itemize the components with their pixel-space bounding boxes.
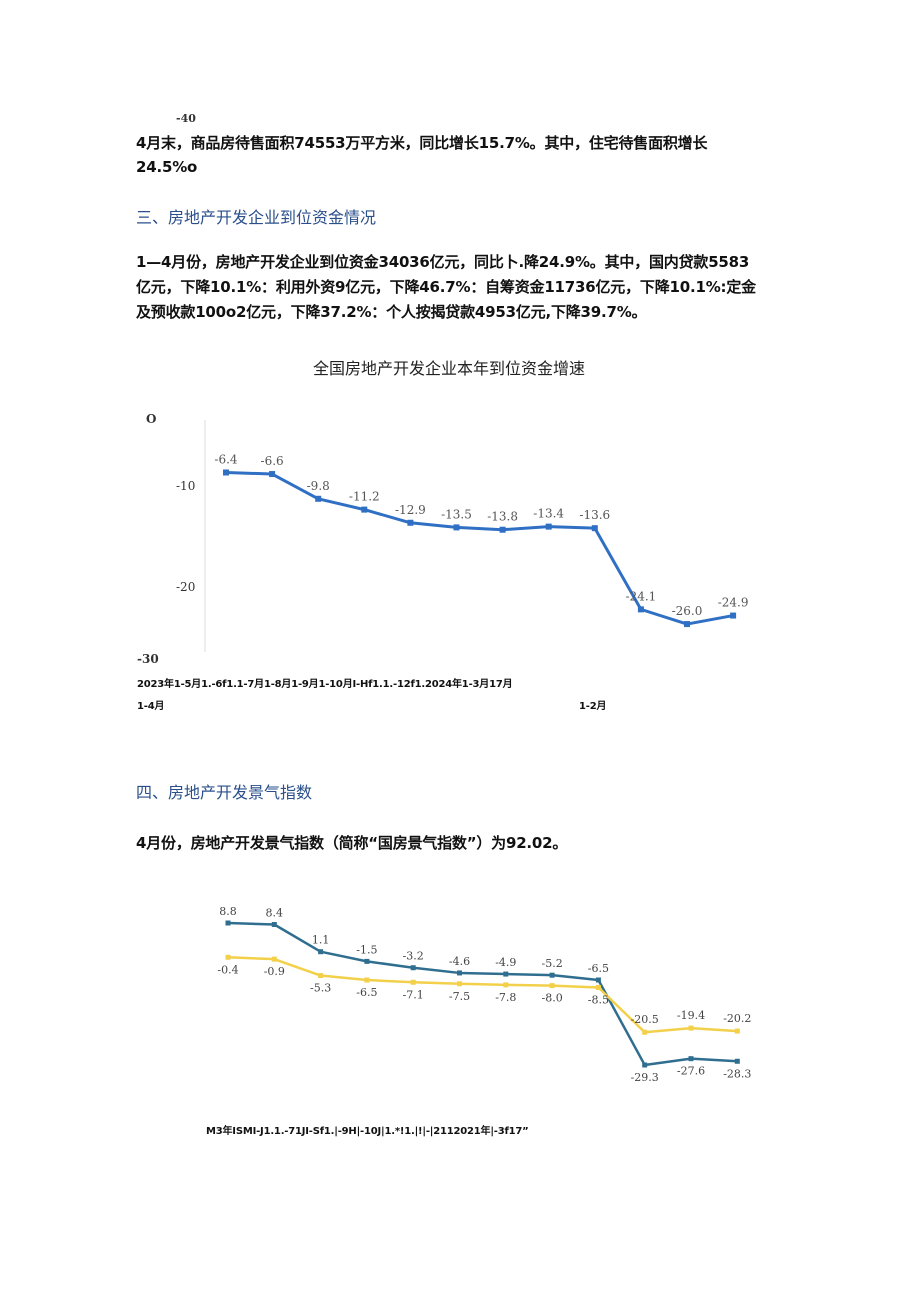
chart1-point-7 bbox=[545, 523, 552, 530]
chart1-data-label-9: -24.1 bbox=[626, 589, 657, 603]
chart1-x-tick-left: 1-4月 bbox=[137, 701, 165, 712]
chart1-point-5 bbox=[453, 524, 460, 531]
chart1-series-line bbox=[225, 470, 734, 626]
chart1-data-label-5: -13.5 bbox=[441, 507, 472, 521]
chart1-point-4 bbox=[407, 519, 414, 526]
chart2-series-1-point-4 bbox=[410, 979, 416, 985]
chart1-point-10 bbox=[684, 621, 690, 628]
funding-paragraph-line2: 亿元，下降10.1%：利用外资9亿元，下降46.7%：自筹资金11736亿元，下… bbox=[136, 278, 756, 296]
inventory-paragraph-line2: 24.5%o bbox=[136, 158, 198, 176]
chart2-series-1-point-7 bbox=[549, 983, 555, 989]
chart2-x-tick-row: M3年ISMI-J1.1.-71JI-Sf1.|-9H|-10J|1.*!1.|… bbox=[206, 1126, 529, 1137]
chart2-series-1-label-7: -8.0 bbox=[541, 992, 562, 1005]
chart1-data-label-10: -26.0 bbox=[672, 604, 703, 618]
chart2-series-0-label-1: 8.4 bbox=[266, 906, 284, 919]
chart2-series-1-point-1 bbox=[271, 956, 277, 962]
chart2-series-0-label-6: -4.9 bbox=[495, 956, 516, 969]
chart2-marks: 8.8 8.4 1.1 -1.5 -3.2 -4.6 -4.9 -5.2 -6.5 -29.3 -2… bbox=[217, 905, 751, 1084]
chart1-x-tick-right: 1-2月 bbox=[579, 701, 607, 712]
chart2-series-1-point-5 bbox=[457, 981, 462, 987]
chart2-series-1-line bbox=[227, 956, 738, 1034]
chart1-data-label-11: -24.9 bbox=[718, 596, 749, 610]
chart2-series-1-label-2: -5.3 bbox=[310, 982, 331, 995]
chart2-series-1-label-9: -20.5 bbox=[631, 1013, 659, 1026]
chart1-data-label-0: -6.4 bbox=[214, 452, 238, 466]
section-heading-funding: 三、房地产开发企业到位资金情况 bbox=[136, 208, 377, 227]
chart1-point-3 bbox=[361, 506, 368, 513]
chart2-series-0-point-2 bbox=[318, 949, 324, 955]
chart2-series-0-label-7: -5.2 bbox=[541, 957, 562, 970]
chart2-series-1-point-10 bbox=[688, 1025, 694, 1031]
chart2-series-1-label-3: -6.5 bbox=[356, 986, 377, 999]
chart1-point-0 bbox=[223, 469, 229, 476]
chart2-series-0-point-9 bbox=[642, 1062, 648, 1068]
chart1-marks: -6.4 -6.6 -9.8 -11.2 -12.9 -13.5 -13.8 -13.4 -13… bbox=[214, 452, 749, 628]
chart2-series-0-label-8: -6.5 bbox=[588, 962, 609, 975]
chart2-series-1-point-6 bbox=[503, 982, 509, 988]
chart1-data-label-2: -9.8 bbox=[307, 479, 330, 493]
chart1-plot: -6.4 -6.6 -9.8 -11.2 -12.9 -13.5 -13.8 -13.4 -13… bbox=[204, 420, 749, 652]
chart2-series-0-label-3: -1.5 bbox=[356, 943, 377, 956]
section-heading-index: 四、房地产开发景气指数 bbox=[136, 783, 313, 802]
chart1-data-label-4: -12.9 bbox=[395, 503, 426, 517]
chart1-x-tick-row: 2023年1-5月1.-6f1.1-7月1-8月1-9月1-10月I-Hf1.1… bbox=[137, 679, 513, 690]
chart2-series-1-point-8 bbox=[595, 984, 601, 990]
page-fragment-label: -40 bbox=[176, 112, 196, 125]
chart1-point-9 bbox=[637, 606, 644, 613]
chart2-series-1-label-6: -7.8 bbox=[495, 991, 516, 1004]
chart2-series-1-label-5: -7.5 bbox=[449, 990, 470, 1003]
chart1-ytick-10: -10 bbox=[176, 479, 196, 493]
chart2-series-0-label-0: 8.8 bbox=[219, 905, 237, 918]
chart2-series-0-label-9: -29.3 bbox=[631, 1071, 659, 1084]
inventory-paragraph-line1: 4月末，商品房待售面积74553万平方米，同比增长15.7%。其中，住宅待售面积… bbox=[136, 134, 708, 152]
chart1-data-label-6: -13.8 bbox=[487, 510, 518, 524]
chart1-data-label-1: -6.6 bbox=[261, 454, 284, 468]
chart2-series-0-label-4: -3.2 bbox=[403, 950, 424, 963]
chart1-point-8 bbox=[591, 525, 598, 532]
chart2-series-0-label-11: -28.3 bbox=[723, 1067, 751, 1080]
chart1-point-11 bbox=[730, 612, 737, 619]
chart2-series-1-label-11: -20.2 bbox=[723, 1012, 751, 1025]
chart1-point-1 bbox=[269, 471, 276, 478]
chart2-plot: 8.8 8.4 1.1 -1.5 -3.2 -4.6 -4.9 -5.2 -6.5 -29.3 -2… bbox=[217, 905, 751, 1084]
chart1-data-label-3: -11.2 bbox=[349, 490, 380, 504]
chart2-series-0-point-5 bbox=[457, 970, 462, 976]
chart2-series-0-label-10: -27.6 bbox=[677, 1065, 705, 1078]
chart2-series-1-point-3 bbox=[364, 977, 370, 983]
chart2-series-0-point-4 bbox=[410, 965, 416, 971]
chart2-series-1-label-10: -19.4 bbox=[677, 1009, 705, 1022]
chart2-series-0-point-1 bbox=[271, 921, 277, 927]
chart2-series-0-point-0 bbox=[225, 920, 231, 926]
chart2-series-0-point-3 bbox=[364, 958, 370, 964]
funding-paragraph-line3: 及预收款100o2亿元，下降37.2%：个人按揭贷款4953亿元,下降39.7%… bbox=[136, 303, 647, 321]
chart1-ytick-30: -30 bbox=[137, 652, 159, 666]
chart2-series-1-label-4: -7.1 bbox=[403, 988, 424, 1001]
chart2-series-1-label-0: -0.4 bbox=[217, 963, 238, 976]
funding-paragraph-line1: 1—4月份，房地产开发企业到位资金34036亿元，同比卜.降24.9%。其中，国… bbox=[136, 253, 750, 271]
index-paragraph: 4月份，房地产开发景气指数（简称“国房景气指数”）为92.02。 bbox=[136, 834, 568, 852]
chart2-series-1-point-2 bbox=[318, 973, 324, 979]
chart2-series-1-point-11 bbox=[734, 1028, 740, 1034]
chart1-data-label-7: -13.4 bbox=[533, 507, 564, 521]
chart2-series-0-point-7 bbox=[549, 972, 555, 978]
chart1-point-2 bbox=[315, 495, 322, 502]
chart2-series-0-point-6 bbox=[503, 971, 509, 977]
chart2-series-1-label-1: -0.9 bbox=[264, 965, 285, 978]
chart1-point-6 bbox=[499, 526, 506, 533]
chart2-series-0-point-10 bbox=[688, 1056, 694, 1062]
chart2-series-0-label-5: -4.6 bbox=[449, 955, 470, 968]
chart2-series-0-point-11 bbox=[734, 1058, 740, 1064]
chart1-title: 全国房地产开发企业本年到位资金增速 bbox=[313, 359, 586, 378]
chart2-series-0-point-8 bbox=[595, 977, 601, 983]
chart1-ytick-20: -20 bbox=[176, 580, 196, 594]
chart2-series-0-line bbox=[227, 921, 738, 1067]
chart2-series-1-point-9 bbox=[642, 1029, 648, 1035]
chart2-series-0-label-2: 1.1 bbox=[312, 934, 330, 947]
chart2-series-1-point-0 bbox=[225, 954, 231, 960]
chart1-ytick-0: O bbox=[146, 412, 157, 426]
chart1-data-label-8: -13.6 bbox=[579, 508, 610, 522]
chart2-series-1-label-8: -8.5 bbox=[588, 993, 609, 1006]
